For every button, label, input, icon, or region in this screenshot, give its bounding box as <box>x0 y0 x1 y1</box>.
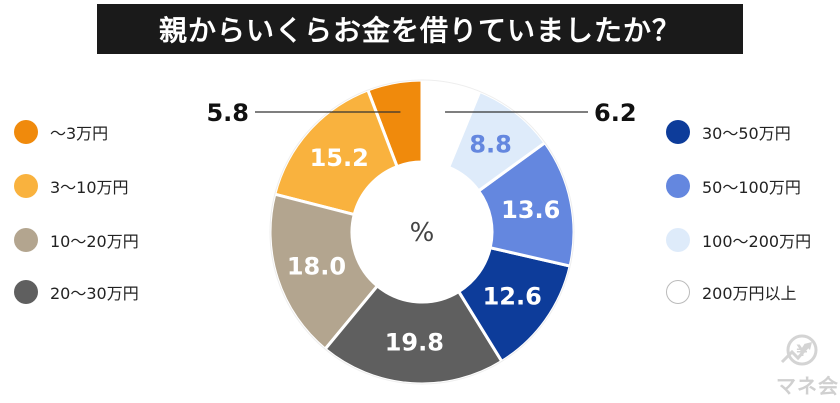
data-label-7: 6.2 <box>594 99 637 127</box>
chart-title: 親からいくらお金を借りていましたか？ <box>97 4 743 54</box>
legend-item-0: 〜3万円 <box>14 120 108 144</box>
legend-item-2: 10〜20万円 <box>14 228 139 252</box>
center-unit-label: % <box>410 218 435 248</box>
legend-swatch <box>666 120 690 144</box>
legend-swatch <box>666 280 690 304</box>
legend-label: 10〜20万円 <box>50 232 139 251</box>
coin-icon: ¥ <box>780 334 818 366</box>
data-label-3: 19.8 <box>385 329 444 357</box>
legend-label: 50〜100万円 <box>702 178 801 197</box>
legend-swatch <box>14 228 38 252</box>
data-label-2: 18.0 <box>287 252 346 280</box>
donut-outline <box>269 79 575 385</box>
legend-label: 200万円以上 <box>702 284 797 303</box>
data-label-1: 15.2 <box>310 144 369 172</box>
legend-label: 30〜50万円 <box>702 124 791 143</box>
data-label-0: 5.8 <box>206 99 249 127</box>
legend-label: 3〜10万円 <box>50 178 129 197</box>
data-label-5: 13.6 <box>501 196 560 224</box>
legend-item-4: 30〜50万円 <box>666 120 791 144</box>
data-label-4: 12.6 <box>483 283 542 311</box>
legend-swatch <box>666 174 690 198</box>
brand-logo: ¥ マネ会 <box>768 322 840 403</box>
legend-swatch <box>14 174 38 198</box>
legend-swatch <box>14 280 38 304</box>
legend-item-5: 50〜100万円 <box>666 174 801 198</box>
legend-item-1: 3〜10万円 <box>14 174 129 198</box>
legend-item-6: 100〜200万円 <box>666 228 811 252</box>
data-label-6: 8.8 <box>469 131 512 159</box>
svg-text:¥: ¥ <box>796 341 807 360</box>
legend-label: 100〜200万円 <box>702 232 812 251</box>
legend-swatch <box>666 228 690 252</box>
legend-item-3: 20〜30万円 <box>14 280 139 304</box>
legend-item-7: 200万円以上 <box>666 280 797 304</box>
chart-title-text: 親からいくらお金を借りていましたか？ <box>158 14 681 47</box>
legend-label: 〜3万円 <box>50 124 109 143</box>
legend-swatch <box>14 120 38 144</box>
legend-label: 20〜30万円 <box>50 284 139 303</box>
brand-logo-text: マネ会 <box>776 374 839 398</box>
